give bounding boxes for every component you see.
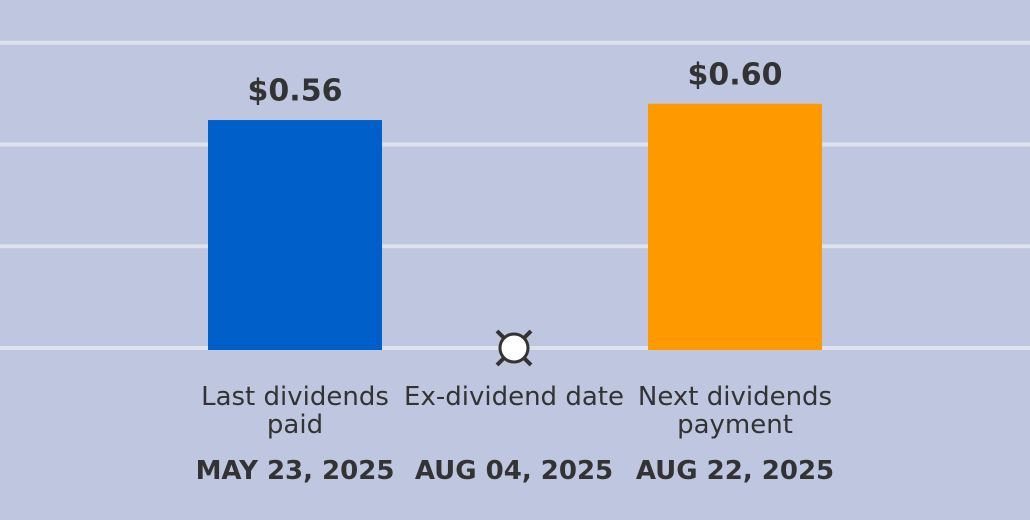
category-label: Last dividends paid xyxy=(201,382,389,440)
value-label: $0.56 xyxy=(248,74,343,109)
category-label: Next dividends payment xyxy=(637,382,833,440)
date-label: MAY 23, 2025 xyxy=(195,456,395,486)
ex-dividend-marker xyxy=(498,332,530,364)
date-label: AUG 22, 2025 xyxy=(635,456,835,486)
value-label: $0.60 xyxy=(688,57,783,92)
bar xyxy=(208,120,382,350)
bar xyxy=(648,103,822,350)
date-label: AUG 04, 2025 xyxy=(414,456,614,486)
category-label: Ex-dividend date xyxy=(404,382,624,412)
